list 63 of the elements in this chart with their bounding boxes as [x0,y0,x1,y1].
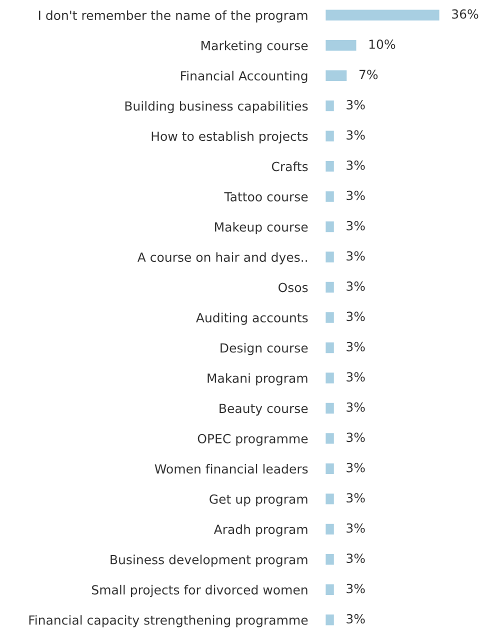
bar [325,462,336,476]
y-tick-label: Aradh program [214,524,308,537]
data-label: 3% [346,554,365,564]
bar [325,492,336,506]
y-tick-label: Design course [220,342,308,356]
bar [325,220,336,234]
y-tick-label: Get up program [210,494,308,506]
bar [325,582,336,596]
bar [325,129,336,143]
y-tick-label: Financial capacity strengthening programme [29,615,308,628]
data-label: 3% [346,251,365,261]
y-tick-label: Osos [278,282,308,292]
bar [325,401,336,415]
y-tick-label: Tattoo course [224,192,308,202]
data-label: 3% [346,130,365,140]
data-label: 3% [346,462,365,472]
bar [325,250,336,264]
data-label: 3% [346,493,365,503]
data-label: 7% [360,70,378,80]
y-tick-label: Makani program [208,373,308,386]
y-tick-label: Financial Accounting [181,70,308,83]
data-label: 36% [452,9,478,19]
data-label: 3% [346,160,365,170]
data-label: 3% [346,614,365,624]
bar [325,613,336,627]
y-tick-label: Beauty course [220,404,308,416]
bar [325,280,336,294]
bar [325,160,336,174]
data-label: 3% [346,523,365,533]
bar [325,99,336,113]
data-label: 3% [346,312,365,322]
data-label: 3% [346,372,365,382]
y-tick-label: I don't remember the name of the program [38,10,308,22]
data-label: 3% [346,220,365,230]
bar [325,310,336,324]
y-tick-label: A course on hair and dyes.. [137,252,307,264]
data-label: 3% [346,402,365,412]
data-label: 3% [346,432,365,442]
bar [325,38,358,52]
data-label: 3% [346,190,365,200]
data-label: 10% [369,40,396,49]
y-tick-label: Auditing accounts [196,312,308,325]
y-tick-label: Crafts [272,162,308,172]
bar [325,371,336,385]
y-tick-label: Small projects for divorced women [92,584,308,597]
y-tick-label: OPEC programme [198,434,308,446]
data-label: 3% [346,584,365,594]
y-tick-label: Building business capabilities [125,101,308,114]
data-label: 3% [346,281,365,291]
y-tick-label: Makeup course [215,222,308,234]
data-label: 3% [346,342,365,352]
y-tick-label: Women financial leaders [154,464,308,474]
bar [325,432,336,446]
y-tick-label: Business development program [110,554,308,567]
bar [325,340,336,354]
bar [325,522,336,536]
data-label: 3% [346,100,365,110]
bar [325,190,336,204]
y-tick-label: How to establish projects [152,131,308,144]
bar [325,552,336,566]
bar [325,68,348,82]
bar [325,8,441,22]
y-tick-label: Marketing course [202,40,308,53]
